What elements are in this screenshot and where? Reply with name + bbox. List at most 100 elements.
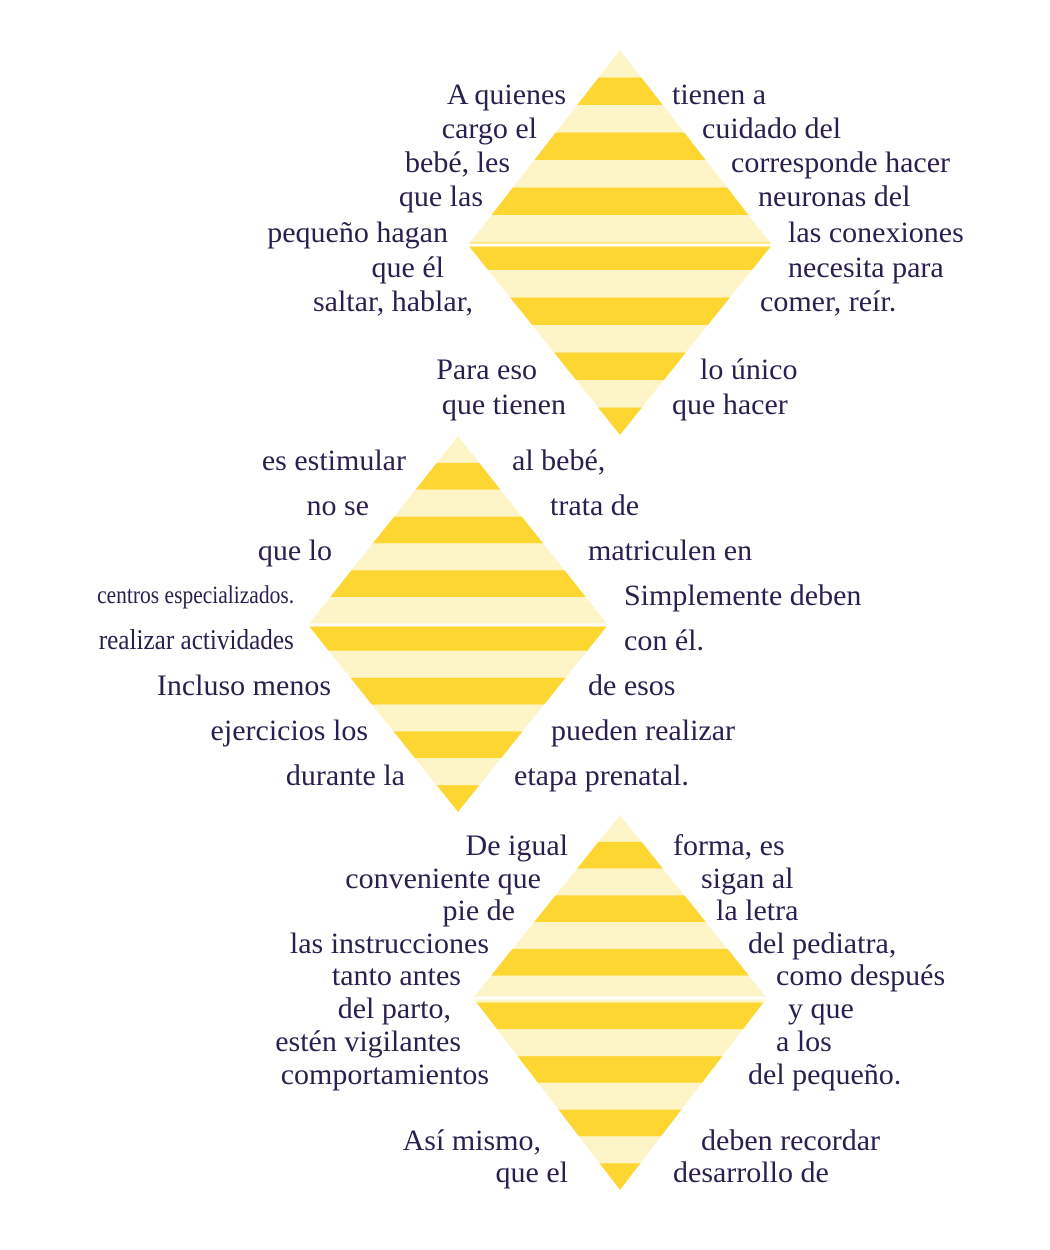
diamond-stripe: [512, 160, 728, 188]
text-line: y que: [788, 992, 854, 1025]
text-line: etapa prenatal.: [514, 759, 689, 792]
text-line: A quienes: [446, 78, 566, 111]
diamond-stripe: [598, 407, 642, 435]
text-line: comportamientos: [280, 1058, 489, 1091]
diamond-stripe: [577, 841, 663, 869]
diamond-stripe: [436, 785, 480, 812]
diamond-stripe: [534, 132, 706, 160]
diamond-stripe: [599, 1163, 641, 1190]
diamond-stripe: [393, 731, 523, 759]
diamond-stripe: [538, 1082, 702, 1110]
text-line: con él.: [624, 624, 704, 657]
text-line: forma, es: [673, 829, 785, 862]
text-line: conveniente que: [345, 862, 541, 895]
text-line: pie de: [442, 894, 515, 927]
striped-diamond: [468, 50, 772, 435]
diamond-stripe: [415, 462, 501, 490]
diamond-stripe: [558, 1109, 682, 1137]
text-line: tienen a: [672, 78, 767, 111]
diamond-stripe: [308, 624, 608, 651]
diamond-stripe: [579, 1136, 661, 1164]
text-line: neuronas del: [758, 180, 911, 213]
text-line: a los: [776, 1025, 832, 1058]
text-line: Simplemente deben: [624, 579, 862, 612]
diamond-stripe: [510, 297, 730, 325]
text-line: cargo el: [441, 112, 537, 145]
text-line: que lo: [257, 534, 332, 567]
text-line: matriculen en: [588, 534, 753, 567]
diamond-stripe: [532, 325, 708, 353]
diamond-stripe: [554, 352, 686, 380]
diamond-stripe: [414, 758, 502, 786]
text-line: del pequeño.: [748, 1058, 902, 1091]
text-line: durante la: [285, 759, 405, 792]
text-line: desarrollo de: [673, 1156, 829, 1189]
text-line: corresponde hacer: [731, 146, 951, 179]
text-line: bebé, les: [405, 146, 510, 179]
diamond-stripe: [533, 895, 707, 923]
text-line: Así mismo,: [402, 1124, 541, 1157]
diamond-stripe: [555, 105, 685, 133]
text-line: las conexiones: [788, 216, 964, 249]
text-line: no se: [306, 489, 370, 522]
diamond-stripe: [372, 516, 544, 544]
diamond-stripe: [328, 650, 588, 678]
text-line: de esos: [588, 669, 676, 702]
text-line: estén vigilantes: [275, 1025, 461, 1058]
text-line: que él: [371, 251, 444, 284]
diamond-stripe: [576, 380, 664, 408]
diamond-stripe: [476, 1002, 764, 1030]
text-line: la letra: [716, 894, 799, 927]
diamond-stripe: [308, 597, 608, 624]
diamond-stripe: [436, 436, 480, 463]
diamond-stripe: [473, 975, 767, 1003]
striped-diamond: [308, 436, 608, 812]
diamond-stripe: [394, 489, 522, 517]
text-line: saltar, hablar,: [312, 285, 473, 318]
text-line: al bebé,: [512, 444, 606, 477]
diamond-stripe: [512, 922, 728, 949]
text-line: que tienen: [441, 388, 566, 421]
striped-diamond: [473, 815, 767, 1190]
text-line: que hacer: [672, 388, 788, 421]
diamond-stripe: [555, 868, 685, 896]
text-line: comer, reír.: [760, 285, 897, 318]
text-line: pequeño hagan: [267, 216, 448, 249]
text-line: tanto antes: [331, 959, 461, 992]
diamond-stripe: [490, 948, 750, 976]
diamond-stripe: [577, 77, 663, 105]
text-line: cuidado del: [702, 112, 842, 145]
diamond-stripe: [488, 270, 752, 298]
text-line: es estimular: [261, 444, 406, 477]
text-line: lo único: [700, 353, 798, 386]
text-line: trata de: [550, 489, 640, 522]
diamond-stripe: [598, 815, 642, 842]
diamond-stripe: [469, 215, 771, 243]
text-line: del parto,: [337, 992, 451, 1025]
diamond-stripe: [371, 704, 545, 732]
text-line: pueden realizar: [551, 714, 736, 747]
text-line: centros especializados.: [96, 582, 294, 609]
text-line: que el: [495, 1156, 568, 1189]
diamond-stripe: [517, 1056, 723, 1083]
text-line: De igual: [465, 829, 568, 862]
text-line: del pediatra,: [748, 927, 897, 960]
text-line: que las: [398, 180, 483, 213]
diamond-stripe: [351, 543, 565, 571]
text-line: deben recordar: [701, 1124, 881, 1157]
text-line: las instrucciones: [289, 927, 489, 960]
text-line: necesita para: [788, 251, 944, 284]
text-line: Para eso: [436, 353, 537, 386]
text-line: como después: [776, 959, 946, 992]
text-line: ejercicios los: [210, 714, 368, 747]
text-line: realizar actividades: [98, 625, 294, 656]
diamond-stripe: [491, 187, 749, 215]
diamond-stripe: [598, 50, 642, 78]
diamond-stripe: [468, 242, 772, 270]
text-line: Incluso menos: [156, 669, 331, 702]
diamond-stripe: [350, 677, 566, 705]
diamond-stripe: [330, 570, 586, 598]
text-line: sigan al: [701, 862, 794, 895]
diamond-stripe: [497, 1029, 743, 1057]
